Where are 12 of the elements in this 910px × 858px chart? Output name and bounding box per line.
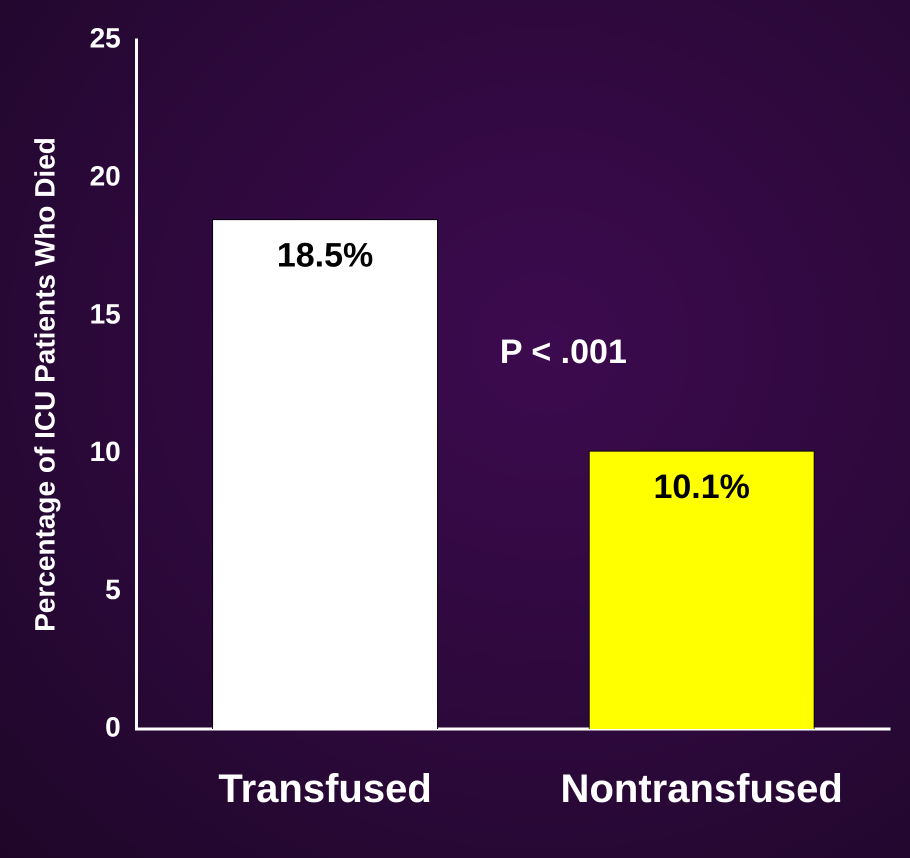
y-tick-label: 25 xyxy=(90,22,121,54)
annotation: P < .001 xyxy=(500,332,627,371)
y-tick-label: 0 xyxy=(105,712,121,743)
y-tick-label: 10 xyxy=(90,436,121,468)
y-tick-label: 20 xyxy=(90,160,121,192)
x-tick-label: Nontransfused xyxy=(560,767,843,812)
y-tick-label: 5 xyxy=(105,574,121,605)
y-axis-title: Percentage of ICU Patients Who Died xyxy=(30,137,61,632)
data-label: 18.5% xyxy=(276,236,374,275)
x-tick-label: Transfused xyxy=(218,767,432,812)
y-tick-label: 15 xyxy=(90,298,121,330)
data-label: 10.1% xyxy=(653,468,750,506)
